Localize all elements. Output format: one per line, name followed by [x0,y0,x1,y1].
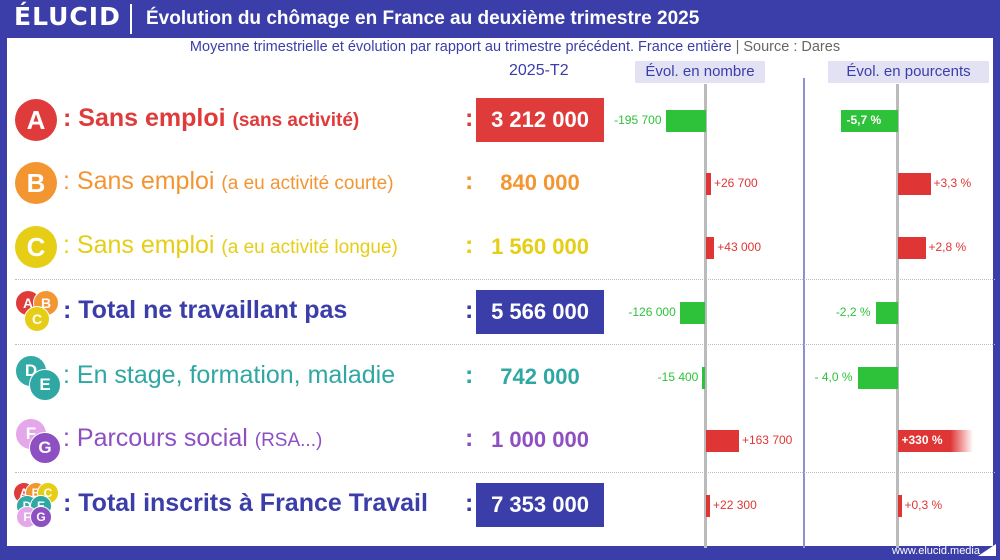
change-percent-bar [897,237,926,259]
letter-badge-b: B [15,162,57,204]
change-percent-bar [897,430,973,452]
table-row: A: Sans emploi (sans activité):3 212 000… [7,90,993,150]
letter-badge-g: G [30,506,52,528]
row-value: 3 212 000 [476,98,604,142]
change-number-axis [704,84,707,548]
change-percent-header: Évol. en pourcents [828,61,989,83]
change-number-label: +26 700 [713,176,758,190]
row-divider [15,279,995,280]
row-colon: : [465,167,474,195]
change-number-bar [705,237,715,259]
header-bar: ÉLUCID Évolution du chômage en France au… [0,0,1000,38]
change-number-label: +163 700 [741,433,793,447]
table-row: C: Sans emploi (a eu activité longue):1 … [7,217,993,277]
change-number-label: -126 000 [628,305,676,319]
change-number-bar [665,110,706,132]
letter-badge-c: C [15,226,57,268]
subtitle-text: Moyenne trimestrielle et évolution par r… [189,39,732,55]
change-percent-label: +0,3 % [904,498,943,512]
row-label-main: : Sans emploi [63,231,215,259]
row-label-detail: (a eu activité courte) [221,173,394,194]
change-number-bar [705,495,711,517]
chart-panel: Moyenne trimestrielle et évolution par r… [7,38,995,548]
row-label: : Parcours social (RSA...) [63,424,322,453]
change-number-header: Évol. en nombre [635,61,765,83]
subtitle: Moyenne trimestrielle et évolution par r… [7,39,1000,55]
change-percent-bar [875,302,898,324]
change-number-bar [702,367,706,389]
row-label: : En stage, formation, maladie [63,361,395,390]
letter-badge-g: G [29,432,61,464]
change-number-bar [705,173,711,195]
source-text: | Source : Dares [735,39,841,55]
table-row: B: Sans emploi (a eu activité courte): 84… [7,153,993,213]
change-percent-label: +330 % [901,433,943,447]
letter-badge-a: A [15,99,57,141]
row-colon: : [465,231,474,259]
change-percent-label: +2,8 % [928,240,967,254]
row-divider [15,472,995,473]
row-label: : Sans emploi (a eu activité courte) [63,167,394,196]
change-number-label: +43 000 [717,240,761,254]
row-colon: : [465,104,474,132]
letter-badge-group: ABCDEFG [13,481,61,529]
column-separator [803,78,805,548]
row-label: : Sans emploi (sans activité) [63,104,359,133]
change-number-label: -195 700 [614,113,662,127]
change-percent-axis [896,84,899,548]
change-percent-bar [897,173,931,195]
row-label: : Total inscrits à France Travail [63,489,428,518]
change-number-label: -15 400 [657,370,699,384]
row-label-main: : Sans emploi [63,167,215,195]
change-number-bar [679,302,706,324]
row-value: 1 560 000 [491,234,589,259]
row-label-detail: (RSA...) [254,430,323,451]
row-value: 840 000 [500,170,580,195]
letter-badge-e: E [29,369,61,401]
row-label-main: : Total inscrits à France Travail [63,489,428,517]
row-label: : Sans emploi (a eu activité longue) [63,231,398,260]
row-label-main: : Parcours social [63,424,248,452]
row-label-main: : En stage, formation, maladie [63,361,396,389]
row-label: : Total ne travaillant pas [63,296,347,325]
row-label-detail: (sans activité) [232,110,360,131]
brand-logo: ÉLUCID [14,2,121,31]
logo-separator [130,4,132,34]
change-percent-bar [897,495,902,517]
row-label-main: : Total ne travaillant pas [63,296,348,324]
value-column-header: 2025-T2 [509,62,569,79]
change-percent-bar [857,367,898,389]
change-percent-bar [840,110,898,132]
change-percent-label: -2,2 % [835,305,871,319]
row-colon: : [465,489,474,517]
row-value: 5 566 000 [476,290,604,334]
row-value: 1 000 000 [491,427,589,452]
table-row: ABCDEFG: Total inscrits à France Travail… [7,475,993,535]
row-label-detail: (a eu activité longue) [221,237,398,258]
footer-url: www.elucid.media [891,545,980,557]
change-percent-label: -5,7 % [846,113,882,127]
row-colon: : [465,424,474,452]
change-number-label: +22 300 [713,498,757,512]
row-value: 742 000 [500,364,580,389]
row-label-main: : Sans emploi [63,104,226,132]
change-number-bar [705,430,739,452]
letter-badge-c: C [24,306,50,332]
row-colon: : [465,296,474,324]
row-colon: : [465,361,474,389]
change-percent-label: - 4,0 % [814,370,853,384]
footer-logo-icon [978,544,996,556]
row-value: 7 353 000 [476,483,604,527]
row-divider [15,344,995,345]
change-percent-label: +3,3 % [933,176,972,190]
chart-title: Évolution du chômage en France au deuxiè… [146,8,700,29]
